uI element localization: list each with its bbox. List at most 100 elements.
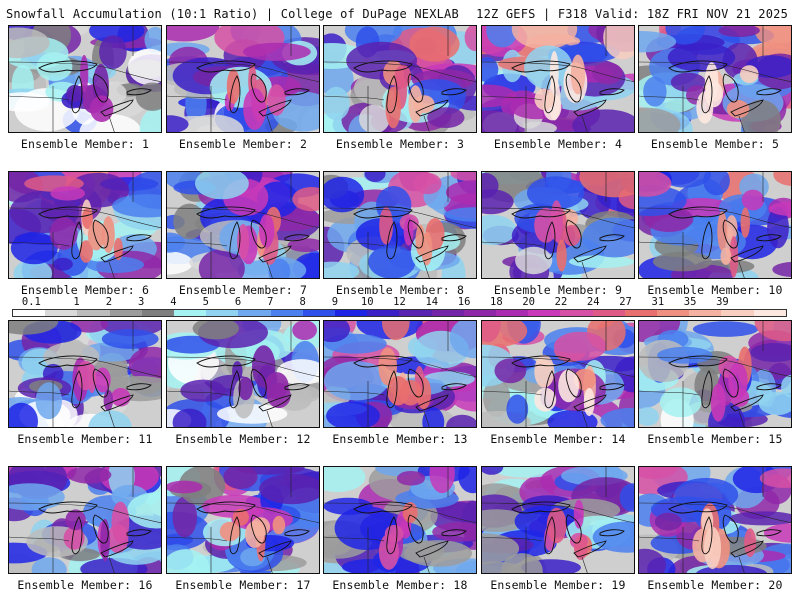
ensemble-member-label: Ensemble Member: 1 [20, 137, 150, 151]
snowfall-contour [524, 45, 573, 90]
lake-effect-band [232, 508, 249, 526]
ensemble-member-label: Ensemble Member: 12 [175, 432, 311, 446]
state-border [423, 556, 430, 573]
snowfall-contour [718, 26, 760, 37]
lake-outline [258, 394, 292, 412]
snowfall-contour [198, 248, 245, 278]
lake-outline [92, 219, 109, 249]
lake-effect-band [740, 65, 759, 83]
lake-effect-band [583, 387, 595, 417]
snowfall-contour [639, 172, 672, 197]
snowfall-contour [639, 467, 678, 480]
state-border [482, 502, 634, 523]
model-run-info: 12Z GEFS | F318 Valid: 18Z FRI NOV 21 20… [476, 7, 788, 21]
snowfall-map [639, 172, 791, 278]
ensemble-member-label: Ensemble Member: 8 [335, 283, 465, 297]
state-border [324, 356, 476, 377]
lake-outline [126, 234, 152, 242]
snowfall-contour [464, 26, 476, 52]
state-border [482, 390, 543, 396]
colorbar-tick-label: 0.1 [21, 296, 41, 308]
snowfall-contour [268, 258, 291, 278]
ensemble-member-label: Ensemble Member: 9 [493, 283, 623, 297]
lake-effect-band [573, 368, 596, 391]
snowfall-contour [192, 321, 239, 340]
snowfall-contour [127, 492, 161, 529]
colorbar-segment [238, 310, 271, 316]
snowfall-contour [639, 407, 659, 426]
snowfall-contour [52, 257, 73, 271]
lake-outline [71, 221, 83, 260]
snowfall-contour [292, 187, 319, 212]
lake-outline [573, 394, 607, 412]
ensemble-member-label: Ensemble Member: 11 [17, 432, 153, 446]
state-border [423, 410, 430, 427]
snowfall-contour [754, 321, 791, 342]
lake-outline [511, 60, 571, 73]
ensemble-member-map [481, 25, 635, 133]
snowfall-contour [99, 35, 127, 69]
lake-outline [100, 540, 134, 558]
lake-outline [71, 516, 83, 555]
lake-effect-band [219, 521, 241, 542]
snowfall-contour [88, 410, 132, 427]
lake-outline [544, 221, 556, 260]
lake-effect-band [573, 499, 584, 529]
colorbar-segment [77, 310, 110, 316]
lake-effect-band [110, 388, 131, 407]
state-border [266, 261, 273, 278]
colorbar-tick-label: 6 [234, 296, 242, 308]
snowfall-contour [382, 321, 410, 341]
snowfall-contour [483, 378, 511, 417]
snowfall-contour [167, 480, 203, 494]
ensemble-member-label: Ensemble Member: 20 [647, 578, 783, 592]
colorbar-segment [367, 310, 400, 316]
ensemble-member-label: Ensemble Member: 15 [647, 432, 783, 446]
lake-effect-band [65, 509, 86, 531]
lake-outline [701, 75, 713, 114]
lake-effect-band [238, 376, 253, 401]
ensemble-member-label: Ensemble Member: 16 [17, 578, 153, 592]
lake-effect-band [550, 200, 563, 242]
snowfall-map [167, 26, 319, 132]
lake-outline [250, 514, 267, 544]
snowfall-contour [450, 172, 476, 182]
colorbar-tick-label: 16 [457, 296, 471, 308]
lake-outline [126, 88, 152, 96]
lake-outline [599, 234, 625, 242]
state-border [738, 410, 745, 427]
colorbar-tick-label: 35 [683, 296, 697, 308]
lake-effect-band [87, 220, 105, 251]
state-border [482, 95, 543, 101]
ensemble-member-label: Ensemble Member: 6 [20, 283, 150, 297]
state-border [108, 261, 115, 278]
state-border [266, 115, 273, 132]
ensemble-member-map [8, 466, 162, 574]
state-border [482, 356, 634, 377]
lake-outline [229, 516, 241, 555]
lake-outline [407, 514, 424, 544]
colorbar-segment [399, 310, 432, 316]
state-border [639, 356, 791, 377]
state-border [482, 241, 543, 247]
state-border [167, 241, 228, 247]
snowfall-contour [404, 540, 472, 567]
snowfall-contour [741, 189, 765, 211]
ensemble-member-map [166, 25, 320, 133]
lake-outline [722, 219, 739, 249]
state-border [581, 410, 588, 427]
colorbar-tick-label: 9 [331, 296, 339, 308]
colorbar-segment [109, 310, 142, 316]
snowfall-contour [182, 114, 244, 132]
state-border [167, 207, 319, 228]
state-border [9, 356, 161, 377]
lake-effect-band [546, 507, 567, 544]
snowfall-contour [657, 346, 713, 364]
ensemble-member-map [638, 25, 792, 133]
snowfall-contour [547, 409, 598, 427]
snowfall-contour [527, 176, 585, 210]
lake-effect-band [250, 517, 271, 537]
snowfall-map [482, 172, 634, 278]
state-border [167, 390, 228, 396]
state-border [423, 115, 430, 132]
